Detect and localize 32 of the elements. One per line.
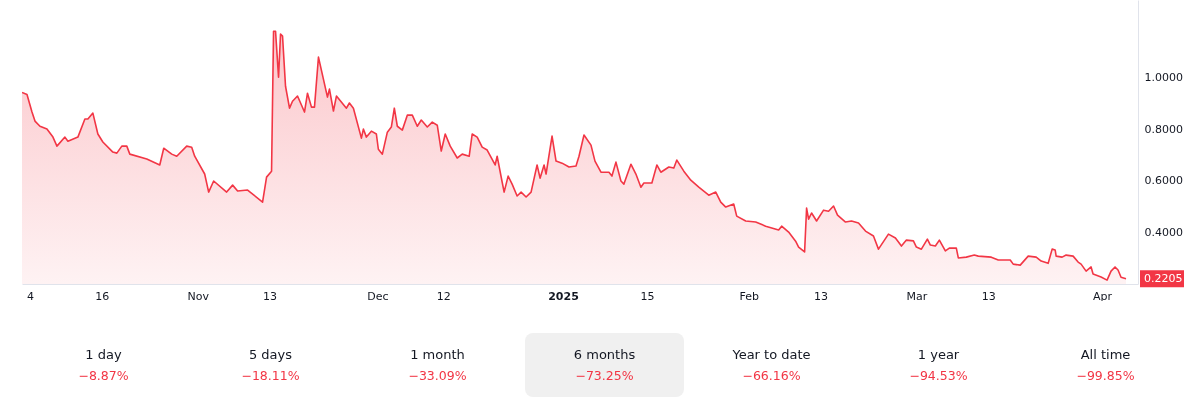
x-tick-label: Mar <box>906 289 928 303</box>
x-tick-label: 16 <box>95 289 110 303</box>
text: 1 year <box>916 347 961 362</box>
y-tick-label: 0.4000 <box>1144 225 1183 239</box>
text: −8.87% <box>77 368 130 383</box>
text: 5 days <box>247 347 294 362</box>
y-tick-label: 0.8000 <box>1144 122 1183 136</box>
text: Year to date <box>731 347 812 362</box>
y-tick-label: 1.0000 <box>1144 70 1183 84</box>
x-tick-label: 13 <box>263 289 278 303</box>
y-tick-label: 0.6000 <box>1144 174 1183 188</box>
text: −18.11% <box>240 368 301 383</box>
x-tick-label: Apr <box>1093 289 1113 303</box>
x-tick-label: 2025 <box>548 289 579 303</box>
text: −94.53% <box>908 368 969 383</box>
text: 6 months <box>572 347 637 362</box>
x-tick-label: 12 <box>436 289 451 303</box>
x-tick-label: 13 <box>981 289 996 303</box>
text: All time <box>1079 347 1132 362</box>
text: 1 month <box>409 347 466 362</box>
x-tick-label: 13 <box>814 289 829 303</box>
text: −73.25% <box>574 368 635 383</box>
x-tick-label: Dec <box>367 289 389 303</box>
text: −66.16% <box>741 368 802 383</box>
annotation: 0.2205 <box>1144 271 1183 285</box>
x-tick-label: 15 <box>640 289 655 303</box>
text: −99.85% <box>1075 368 1136 383</box>
x-tick-label: 4 <box>26 289 34 303</box>
text: −33.09% <box>407 368 468 383</box>
x-tick-label: Nov <box>187 289 210 303</box>
text: 1 day <box>84 347 123 362</box>
x-tick-label: Feb <box>739 289 759 303</box>
